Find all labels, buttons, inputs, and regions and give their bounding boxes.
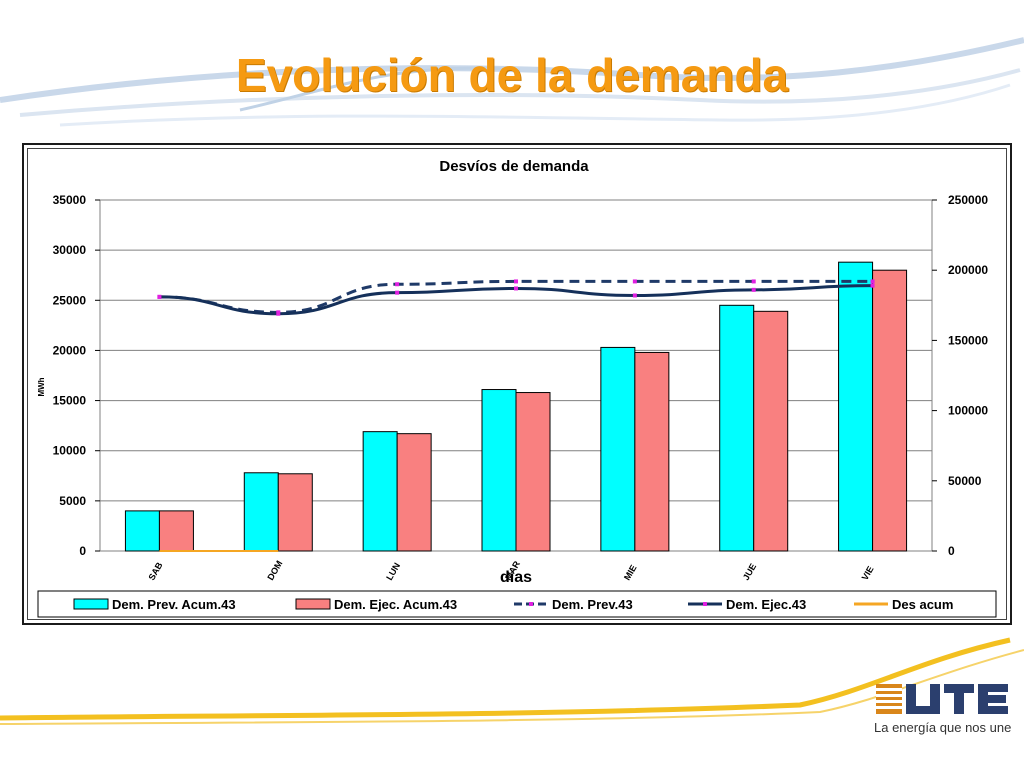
slide-title: Evolución de la demanda [235, 49, 789, 101]
y-left-tick-label: 30000 [53, 243, 87, 257]
y-left-tick-label: 10000 [53, 444, 87, 458]
line-marker [632, 293, 637, 298]
legend-label: Dem. Ejec. Acum.43 [334, 597, 457, 612]
line-marker [514, 286, 518, 291]
bar-prev-acum [719, 304, 755, 552]
bar-prev-acum [124, 510, 160, 552]
x-tick-label: JUE [741, 562, 758, 582]
line-marker [276, 311, 281, 316]
tagline: La energía que nos une [874, 720, 1012, 735]
legend-label: Des acum [892, 597, 953, 612]
y-right-tick-label: 250000 [948, 193, 988, 207]
x-tick-label: LUN [384, 561, 402, 582]
ute-logo-mark [876, 684, 1008, 714]
y-left-tick-label: 0 [79, 544, 86, 558]
legend-label: Dem. Prev.43 [552, 597, 633, 612]
legend-marker [529, 602, 533, 606]
legend-label: Dem. Ejec.43 [726, 597, 806, 612]
bar-ejec-acum [158, 510, 194, 552]
bar-prev-acum [243, 472, 279, 552]
y-right-tick-label: 150000 [948, 333, 988, 347]
y-axis-label: MWh [37, 377, 46, 396]
x-axis-label: días [500, 569, 532, 586]
y-left-tick-label: 25000 [53, 293, 87, 307]
y-right-tick-label: 100000 [948, 404, 988, 418]
y-right-tick-label: 0 [948, 544, 955, 558]
y-left-tick-label: 35000 [53, 193, 87, 207]
line-dem-prev [159, 279, 873, 314]
legend-marker [703, 602, 707, 606]
bar-prev-acum [600, 346, 636, 552]
x-tick-label: MIE [622, 563, 639, 582]
legend-label: Dem. Prev. Acum.43 [112, 597, 236, 612]
demand-deviation-chart: Desvíos de demanda 0 5000 10000 15000 20000 2… [37, 158, 997, 618]
chart-legend: Dem. Prev. Acum.43 Dem. Ejec. Acum.43 Dem.… [37, 590, 997, 618]
line-marker [632, 279, 637, 284]
line-marker [395, 290, 400, 295]
line-marker [751, 287, 756, 292]
line-marker [514, 279, 518, 284]
y-left-tick-label: 15000 [53, 394, 87, 408]
chart-title: Desvíos de demanda [439, 158, 589, 175]
line-marker [157, 294, 162, 299]
y-right-tick-label: 200000 [948, 263, 988, 277]
line-marker [395, 282, 400, 287]
y-right-tick-label: 50000 [948, 474, 982, 488]
legend-swatch [73, 598, 109, 610]
x-tick-label: DOM [265, 559, 284, 582]
y-left-tick-label: 20000 [53, 343, 87, 357]
bar-ejec-acum [396, 433, 432, 552]
bar-ejec-acum [872, 269, 908, 552]
line-marker [870, 279, 875, 284]
legend-swatch [295, 598, 331, 610]
chart-frame: Desvíos de demanda 0 5000 10000 15000 20000 2… [22, 143, 1012, 625]
x-tick-label: VIE [860, 564, 876, 582]
line-marker [870, 283, 875, 288]
ute-logo [872, 680, 1012, 740]
bar-ejec-acum [515, 392, 551, 552]
chart-frame-inner [27, 148, 1007, 620]
bar-prev-acum [481, 389, 517, 552]
bar-ejec-acum [753, 310, 789, 552]
y-left-tick-label: 5000 [59, 494, 86, 508]
x-tick-label: SAB [147, 560, 165, 582]
bar-prev-acum [838, 261, 874, 552]
bar-ejec-acum [634, 351, 670, 552]
bar-ejec-acum [277, 473, 313, 552]
line-marker [751, 279, 756, 284]
bar-prev-acum [362, 431, 398, 552]
